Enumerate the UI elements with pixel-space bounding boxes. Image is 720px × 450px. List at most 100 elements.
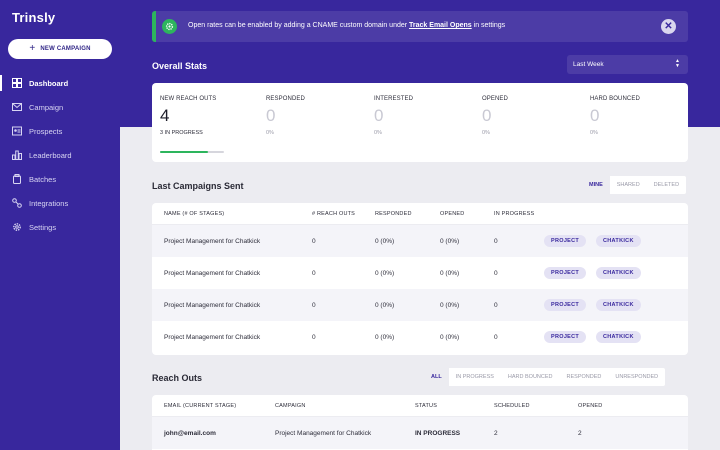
- tag-chatkick[interactable]: CHATKICK: [596, 267, 641, 279]
- reach-outs-cell: 0: [312, 238, 316, 245]
- sidebar-item-label: Settings: [29, 222, 57, 232]
- sidebar-item-batches[interactable]: Batches: [0, 167, 120, 191]
- alert-banner: Open rates can be enabled by adding a CN…: [152, 11, 688, 42]
- alert-message: Open rates can be enabled by adding a CN…: [188, 22, 505, 29]
- tab-mine[interactable]: MINE: [582, 176, 610, 194]
- overall-stats-title: Overall Stats: [152, 61, 208, 71]
- period-select-value: Last Week: [573, 61, 604, 68]
- in-progress-cell: 0: [494, 238, 498, 245]
- sidebar-item-integrations[interactable]: Integrations: [0, 191, 120, 215]
- status-cell: IN PROGRESS: [415, 430, 461, 437]
- responded-cell: 0 (0%): [375, 238, 395, 245]
- opened-cell: 0 (0%): [440, 238, 460, 245]
- sidebar-item-label: Batches: [29, 174, 57, 184]
- sidebar-item-label: Integrations: [29, 198, 69, 208]
- table-header: EMAIL (CURRENT STAGE) CAMPAIGN STATUS SC…: [152, 395, 688, 417]
- table-row[interactable]: john@email.com Project Management for Ch…: [152, 417, 688, 449]
- tag-chatkick[interactable]: CHATKICK: [596, 331, 641, 343]
- reach-outs-cell: 0: [312, 334, 316, 341]
- sidebar-item-campaign[interactable]: Campaign: [0, 95, 120, 119]
- alert-gear-icon: [162, 19, 177, 34]
- opened-cell: 0 (0%): [440, 302, 460, 309]
- sidebar-item-dashboard[interactable]: Dashboard: [0, 71, 120, 95]
- tag-project[interactable]: PROJECT: [544, 235, 587, 247]
- alert-accent-bar: [152, 11, 156, 42]
- column-header: CAMPAIGN: [275, 403, 306, 409]
- tab-hard-bounced[interactable]: HARD BOUNCED: [507, 374, 553, 380]
- campaign-cell: Project Management for Chatkick: [275, 430, 372, 437]
- column-header: OPENED: [578, 403, 603, 409]
- sidebar-item-label: Leaderboard: [29, 150, 72, 160]
- column-header: OPENED: [440, 211, 465, 217]
- stat-new-reach-outs: NEW REACH OUTS 4 3 IN PROGRESS: [160, 96, 216, 136]
- in-progress-cell: 0: [494, 302, 498, 309]
- table-row[interactable]: Project Management for Chatkick 0 0 (0%)…: [152, 289, 688, 321]
- stat-sub: 0%: [374, 130, 382, 136]
- tag-project[interactable]: PROJECT: [544, 267, 587, 279]
- reach-outs-cell: 0: [312, 302, 316, 309]
- app-logo[interactable]: Trinsly: [12, 10, 56, 25]
- prospects-icon: [12, 126, 22, 136]
- close-icon[interactable]: ✕: [661, 19, 676, 34]
- alert-text-before: Open rates can be enabled by adding a CN…: [188, 22, 410, 29]
- integrations-icon: [12, 198, 22, 208]
- sidebar-item-leaderboard[interactable]: Leaderboard: [0, 143, 120, 167]
- mail-icon: [12, 103, 22, 111]
- column-header: EMAIL (CURRENT STAGE): [164, 403, 237, 409]
- column-header: RESPONDED: [375, 211, 412, 217]
- campaign-name: Project Management for Chatkick: [164, 270, 261, 277]
- chevron-updown-icon: ▲ ▼: [675, 58, 680, 69]
- reach-outs-tabs: ALL IN PROGRESS HARD BOUNCED RESPONDED U…: [424, 368, 666, 386]
- stat-label: HARD BOUNCED: [590, 96, 640, 102]
- opened-cell: 0 (0%): [440, 270, 460, 277]
- tab-shared[interactable]: SHARED: [616, 182, 640, 188]
- stat-hard-bounced: HARD BOUNCED 0 0%: [590, 96, 640, 136]
- tag-chatkick[interactable]: CHATKICK: [596, 235, 641, 247]
- table-row[interactable]: Project Management for Chatkick 0 0 (0%)…: [152, 225, 688, 257]
- stat-label: OPENED: [482, 96, 508, 102]
- stat-value: 0: [482, 106, 492, 125]
- tab-unresponded[interactable]: UNRESPONDED: [615, 374, 659, 380]
- track-email-opens-link[interactable]: Track Email Opens: [409, 22, 472, 29]
- in-progress-cell: 0: [494, 334, 498, 341]
- in-progress-cell: 0: [494, 270, 498, 277]
- reach-outs-table: EMAIL (CURRENT STAGE) CAMPAIGN STATUS SC…: [152, 395, 688, 450]
- stat-interested: INTERESTED 0 0%: [374, 96, 413, 136]
- opened-cell: 2: [578, 430, 582, 437]
- stat-value: 0: [266, 106, 276, 125]
- campaigns-table: NAME (# OF STAGES) # REACH OUTS RESPONDE…: [152, 203, 688, 355]
- column-header: STATUS: [415, 403, 438, 409]
- stat-label: RESPONDED: [266, 96, 305, 102]
- leaderboard-icon: [12, 150, 22, 160]
- tag-project[interactable]: PROJECT: [544, 299, 587, 311]
- sidebar-item-prospects[interactable]: Prospects: [0, 119, 120, 143]
- sidebar-item-settings[interactable]: Settings: [0, 215, 120, 239]
- tab-all[interactable]: ALL: [424, 368, 449, 386]
- period-select[interactable]: Last Week ▲ ▼: [567, 55, 688, 74]
- scheduled-cell: 2: [494, 430, 498, 437]
- table-row[interactable]: Project Management for Chatkick 0 0 (0%)…: [152, 321, 688, 353]
- stat-label: NEW REACH OUTS: [160, 96, 217, 102]
- campaign-name: Project Management for Chatkick: [164, 334, 261, 341]
- tag-project[interactable]: PROJECT: [544, 331, 587, 343]
- new-campaign-button[interactable]: + NEW CAMPAIGN: [8, 39, 112, 59]
- email-cell: john@email.com: [164, 430, 216, 437]
- responded-cell: 0 (0%): [375, 302, 395, 309]
- tab-deleted[interactable]: DELETED: [653, 182, 680, 188]
- responded-cell: 0 (0%): [375, 270, 395, 277]
- progress-bar-fill: [160, 151, 208, 153]
- last-campaigns-title: Last Campaigns Sent: [152, 181, 244, 191]
- campaign-tabs: MINE SHARED DELETED: [582, 176, 687, 194]
- stat-value: 0: [374, 106, 384, 125]
- column-header: SCHEDULED: [494, 403, 530, 409]
- reach-outs-title: Reach Outs: [152, 373, 203, 383]
- batches-icon: [13, 174, 21, 184]
- dashboard-icon: [12, 78, 22, 88]
- tab-in-progress[interactable]: IN PROGRESS: [455, 374, 494, 380]
- stat-opened: OPENED 0 0%: [482, 96, 508, 136]
- tab-responded[interactable]: RESPONDED: [566, 374, 602, 380]
- stat-sub: 0%: [266, 130, 274, 136]
- tag-chatkick[interactable]: CHATKICK: [596, 299, 641, 311]
- stat-sub: 0%: [590, 130, 598, 136]
- table-row[interactable]: Project Management for Chatkick 0 0 (0%)…: [152, 257, 688, 289]
